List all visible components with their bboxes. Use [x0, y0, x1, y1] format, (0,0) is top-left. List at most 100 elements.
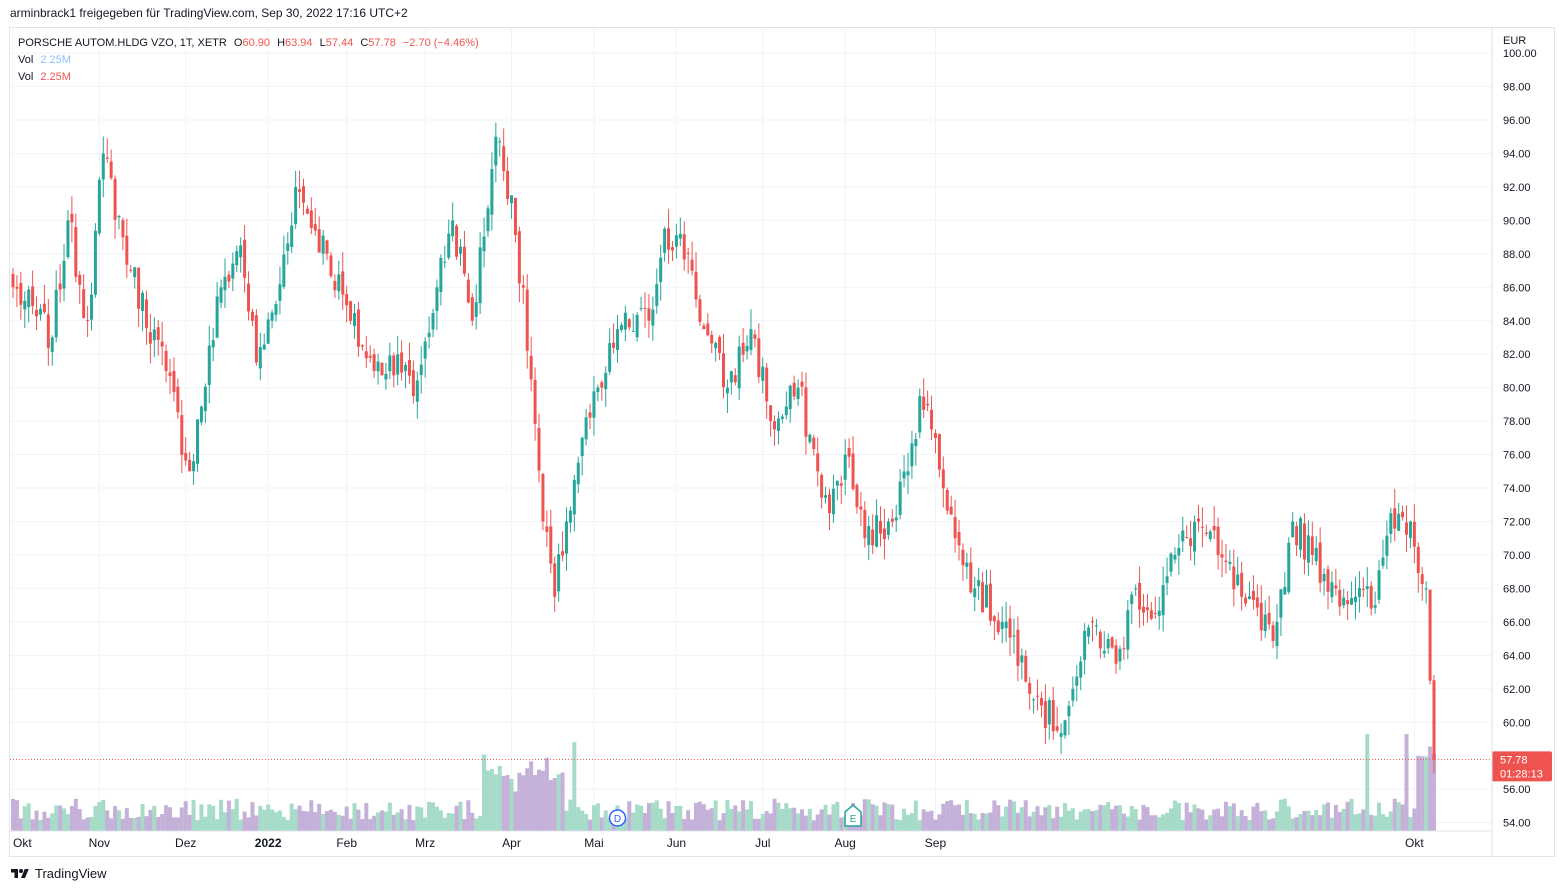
volume-bar — [646, 802, 651, 831]
candle-body — [1200, 526, 1204, 528]
candle-body — [977, 580, 981, 587]
volume-bar — [42, 811, 47, 831]
volume-bar — [434, 806, 439, 831]
volume-bar — [69, 806, 74, 831]
volume-bar — [164, 805, 169, 831]
volume-bar — [1326, 802, 1331, 831]
tradingview-logo-icon — [11, 868, 29, 878]
symbol-label[interactable]: PORSCHE AUTOM.HLDG VZO, 1T, XETR — [18, 37, 227, 49]
candle-body — [1240, 572, 1244, 597]
volume-bar — [195, 820, 200, 831]
candle-body — [109, 161, 113, 179]
volume-bar — [238, 819, 243, 831]
volume-bar — [650, 802, 655, 831]
volume-bar — [199, 804, 204, 831]
vol-value-2: 2.25M — [40, 71, 71, 83]
volume-bar — [533, 775, 538, 831]
volume-bar — [364, 802, 369, 831]
volume-bar — [839, 817, 844, 831]
volume-bar — [478, 815, 483, 831]
candle-body — [564, 521, 568, 554]
candle-body — [623, 312, 627, 330]
candle-body — [788, 385, 792, 410]
candle-body — [549, 526, 553, 564]
grid — [10, 28, 1492, 831]
candle-body — [584, 417, 588, 440]
candle-body — [1047, 700, 1051, 725]
candle-body — [537, 428, 541, 471]
candle-body — [78, 274, 82, 285]
earnings-marker-icon — [844, 804, 862, 827]
volume-bar — [309, 800, 314, 831]
candle-body — [1369, 585, 1373, 609]
volume-bar — [152, 805, 157, 831]
volume-bar — [493, 774, 498, 831]
volume-bar — [116, 810, 121, 831]
x-tick-label: 2022 — [255, 836, 282, 850]
volume-bar — [792, 807, 797, 831]
candle-body — [1416, 546, 1420, 574]
candle-body — [368, 355, 372, 358]
low-value: 57.44 — [325, 37, 354, 49]
candle-body — [930, 409, 934, 430]
volume-bar — [1106, 802, 1111, 831]
candle-body — [824, 495, 828, 498]
candle-body — [1193, 521, 1197, 552]
chart-pane[interactable] — [9, 27, 1555, 857]
volume-bar — [399, 809, 404, 831]
volume-bar — [1129, 806, 1134, 831]
candle-body — [207, 345, 211, 385]
volume-bar — [297, 805, 302, 831]
volume-bar — [1196, 808, 1201, 831]
volume-bar — [14, 800, 19, 831]
volume-bar — [815, 814, 820, 831]
legend-vol-row-1[interactable]: Vol 2.25M — [18, 52, 479, 69]
dividend-marker-label: D — [614, 814, 621, 825]
volume-bar — [968, 813, 973, 831]
volume-bar — [1408, 817, 1413, 831]
legend-vol-row-2[interactable]: Vol 2.25M — [18, 69, 479, 86]
volume-bar — [89, 816, 94, 831]
volume-bar — [1074, 819, 1079, 831]
volume-bar — [120, 818, 125, 831]
x-tick-label: Dez — [175, 836, 196, 850]
volume-bar — [281, 816, 286, 831]
x-tick-label: Mrz — [415, 836, 435, 850]
candle-body — [835, 480, 839, 486]
candle-body — [910, 443, 914, 467]
candle-body — [188, 459, 192, 472]
candle-body — [1357, 588, 1361, 597]
candle-body — [325, 240, 329, 254]
candle-body — [647, 308, 651, 321]
volume-bar — [387, 802, 392, 831]
candle-body — [616, 329, 620, 350]
volume-bar — [1263, 810, 1268, 831]
candle-body — [290, 225, 294, 247]
volume-bar — [811, 820, 816, 831]
volume-bar — [862, 799, 867, 831]
candle-body — [195, 419, 199, 464]
volume-bar — [1082, 809, 1087, 831]
volume-bar — [226, 800, 231, 831]
volume-bar — [317, 803, 322, 831]
volume-bar — [1004, 806, 1009, 831]
candle-body — [113, 178, 117, 220]
candle-body — [1036, 695, 1040, 697]
tradingview-brand[interactable]: TradingView — [10, 866, 107, 881]
candle-body — [62, 260, 66, 289]
volume-bar — [1011, 801, 1016, 831]
volume-bar — [215, 819, 220, 831]
volume-bar — [230, 809, 235, 831]
volume-bar — [658, 808, 663, 831]
volume-bar — [784, 803, 789, 831]
candle-body — [486, 208, 490, 232]
volume-bar — [395, 812, 400, 831]
candle-body — [725, 387, 729, 394]
volume-bar — [348, 818, 353, 831]
volume-bar — [1078, 811, 1083, 831]
candle-body — [345, 294, 349, 306]
volume-bar — [285, 820, 290, 831]
high-value: 63.94 — [285, 37, 313, 49]
volume-bar — [46, 817, 51, 831]
